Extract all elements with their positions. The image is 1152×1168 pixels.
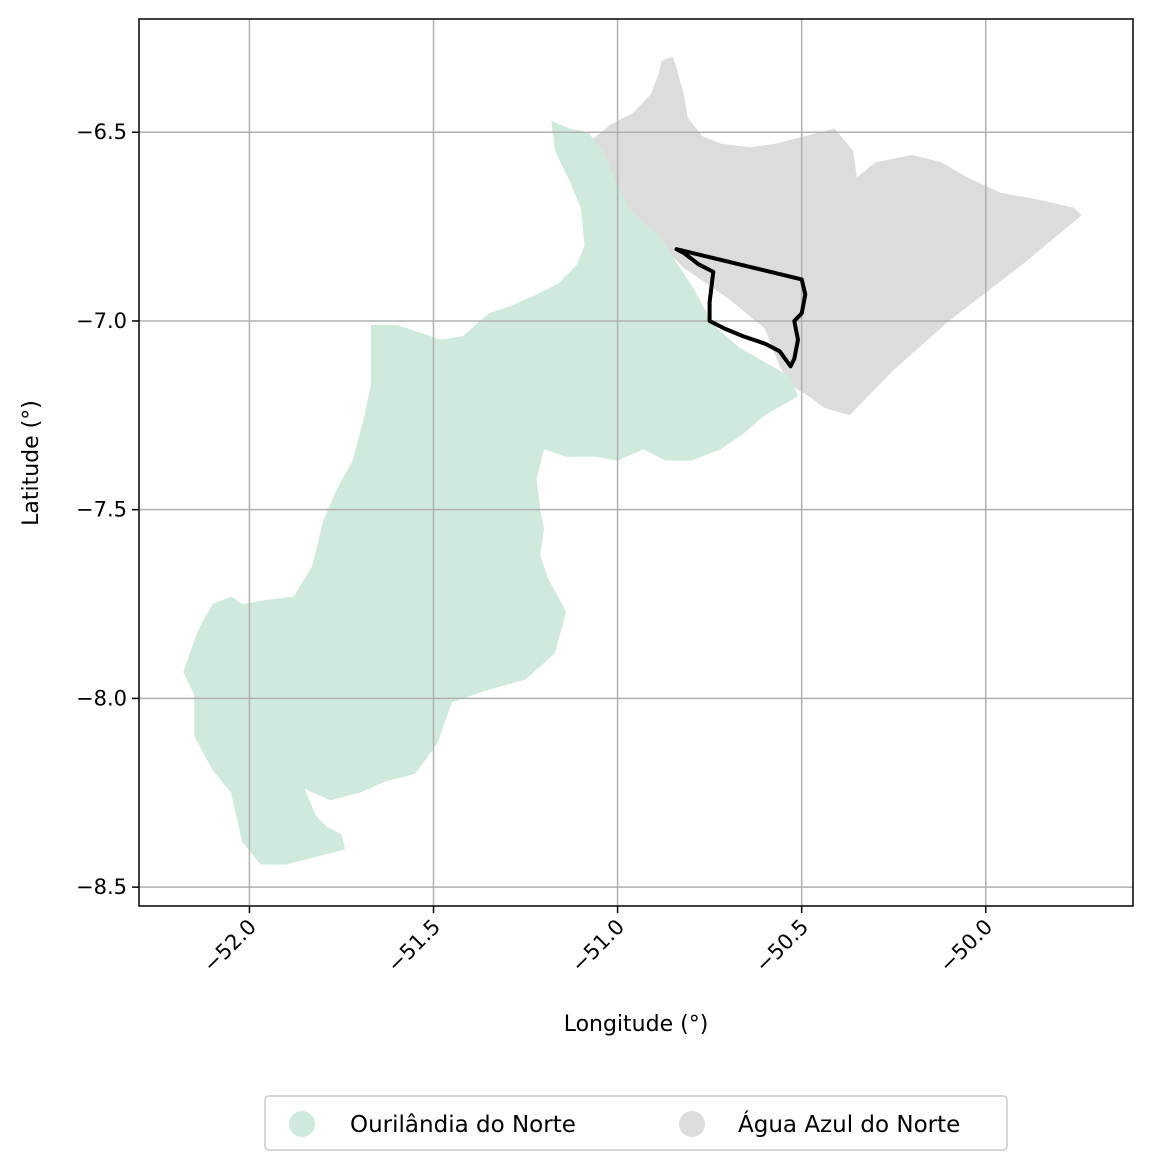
region-ourilandia-do-norte (183, 120, 798, 865)
legend: Ourilândia do Norte Água Azul do Norte (264, 1095, 1008, 1151)
region-agua-azul-do-norte (591, 56, 1082, 416)
y-tick-label: −8.0 (76, 686, 127, 710)
legend-label-agua-azul: Água Azul do Norte (738, 1110, 960, 1138)
map-regions (183, 56, 1082, 865)
x-tick-label: −52.0 (199, 915, 261, 977)
x-tick-label: −50.0 (935, 915, 997, 977)
legend-swatch-ourilandia (289, 1111, 315, 1137)
x-tick-label: −51.5 (383, 915, 445, 977)
legend-label-ourilandia: Ourilândia do Norte (350, 1112, 576, 1138)
y-tick-label: −8.5 (76, 875, 127, 899)
y-tick-label: −6.5 (76, 120, 127, 144)
legend-swatch-agua-azul (679, 1111, 705, 1137)
grid-lines (139, 19, 1133, 906)
y-axis-label: Latitude (°) (19, 400, 44, 526)
study-area-outline (674, 247, 808, 369)
y-tick-label: −7.5 (76, 498, 127, 522)
y-tick-label: −7.0 (76, 309, 127, 333)
plot-frame (138, 18, 1134, 907)
x-tick-label: −50.5 (751, 915, 813, 977)
x-axis-label: Longitude (°) (564, 1012, 709, 1037)
study-area-outline-layer (674, 247, 808, 369)
x-tick-label: −51.0 (567, 915, 629, 977)
legend-box (264, 1095, 1008, 1151)
